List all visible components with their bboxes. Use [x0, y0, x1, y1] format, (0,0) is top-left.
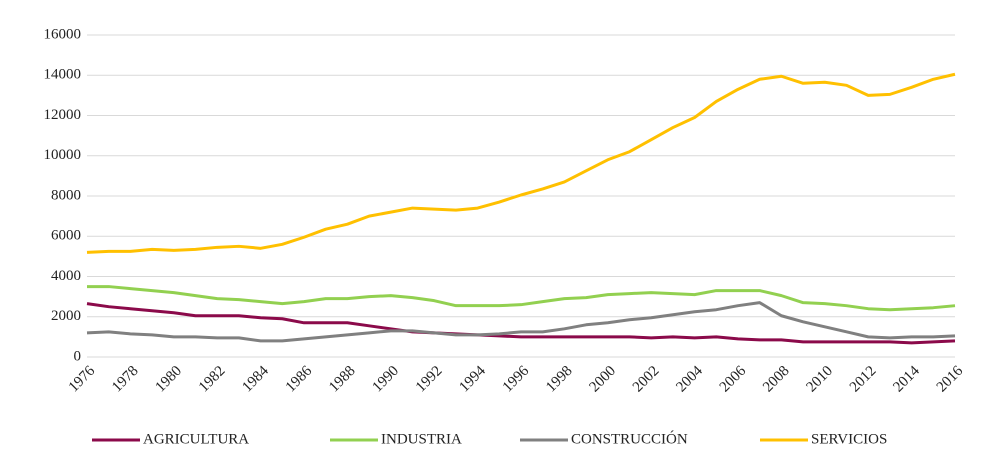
legend-label: CONSTRUCCIÓN — [571, 430, 688, 447]
series-line — [86, 72, 956, 254]
series-line — [87, 285, 956, 312]
series-line — [86, 302, 956, 345]
x-tick-label: 2010 — [804, 363, 837, 396]
x-tick-label: 2004 — [673, 363, 706, 396]
x-tick-label: 1996 — [500, 363, 533, 396]
x-tick-label: 1990 — [370, 363, 403, 396]
x-tick-label: 2008 — [760, 363, 793, 396]
y-tick-label: 12000 — [44, 107, 82, 123]
x-tick-label: 2016 — [934, 363, 967, 396]
x-tick-label: 1994 — [456, 363, 489, 396]
legend-label: AGRICULTURA — [143, 431, 249, 447]
y-tick-label: 8000 — [51, 187, 81, 203]
series-line — [86, 301, 956, 343]
y-tick-label: 10000 — [44, 147, 82, 163]
x-tick-label: 1982 — [196, 363, 229, 396]
y-tick-label: 14000 — [44, 67, 82, 83]
x-tick-label: 1984 — [239, 363, 272, 396]
y-tick-label: 6000 — [51, 228, 81, 244]
y-tick-label: 0 — [74, 348, 82, 364]
legend-label: INDUSTRIA — [381, 431, 462, 447]
x-tick-label: 1988 — [326, 363, 359, 396]
x-tick-label: 1978 — [109, 363, 142, 396]
x-tick-label: 2002 — [630, 363, 663, 396]
x-tick-label: 2000 — [587, 363, 620, 396]
x-tick-label: 1976 — [66, 363, 99, 396]
x-tick-label: 2012 — [847, 363, 880, 396]
legend-label: SERVICIOS — [811, 431, 887, 447]
x-tick-label: 1980 — [153, 363, 186, 396]
y-tick-label: 2000 — [51, 308, 81, 324]
y-tick-label: 4000 — [51, 268, 81, 284]
x-tick-label: 1986 — [283, 363, 316, 396]
y-tick-label: 16000 — [44, 26, 82, 42]
x-tick-label: 1992 — [413, 363, 446, 396]
x-tick-label: 2014 — [890, 363, 923, 396]
x-tick-label: 1998 — [543, 363, 576, 396]
x-tick-label: 2006 — [717, 363, 750, 396]
